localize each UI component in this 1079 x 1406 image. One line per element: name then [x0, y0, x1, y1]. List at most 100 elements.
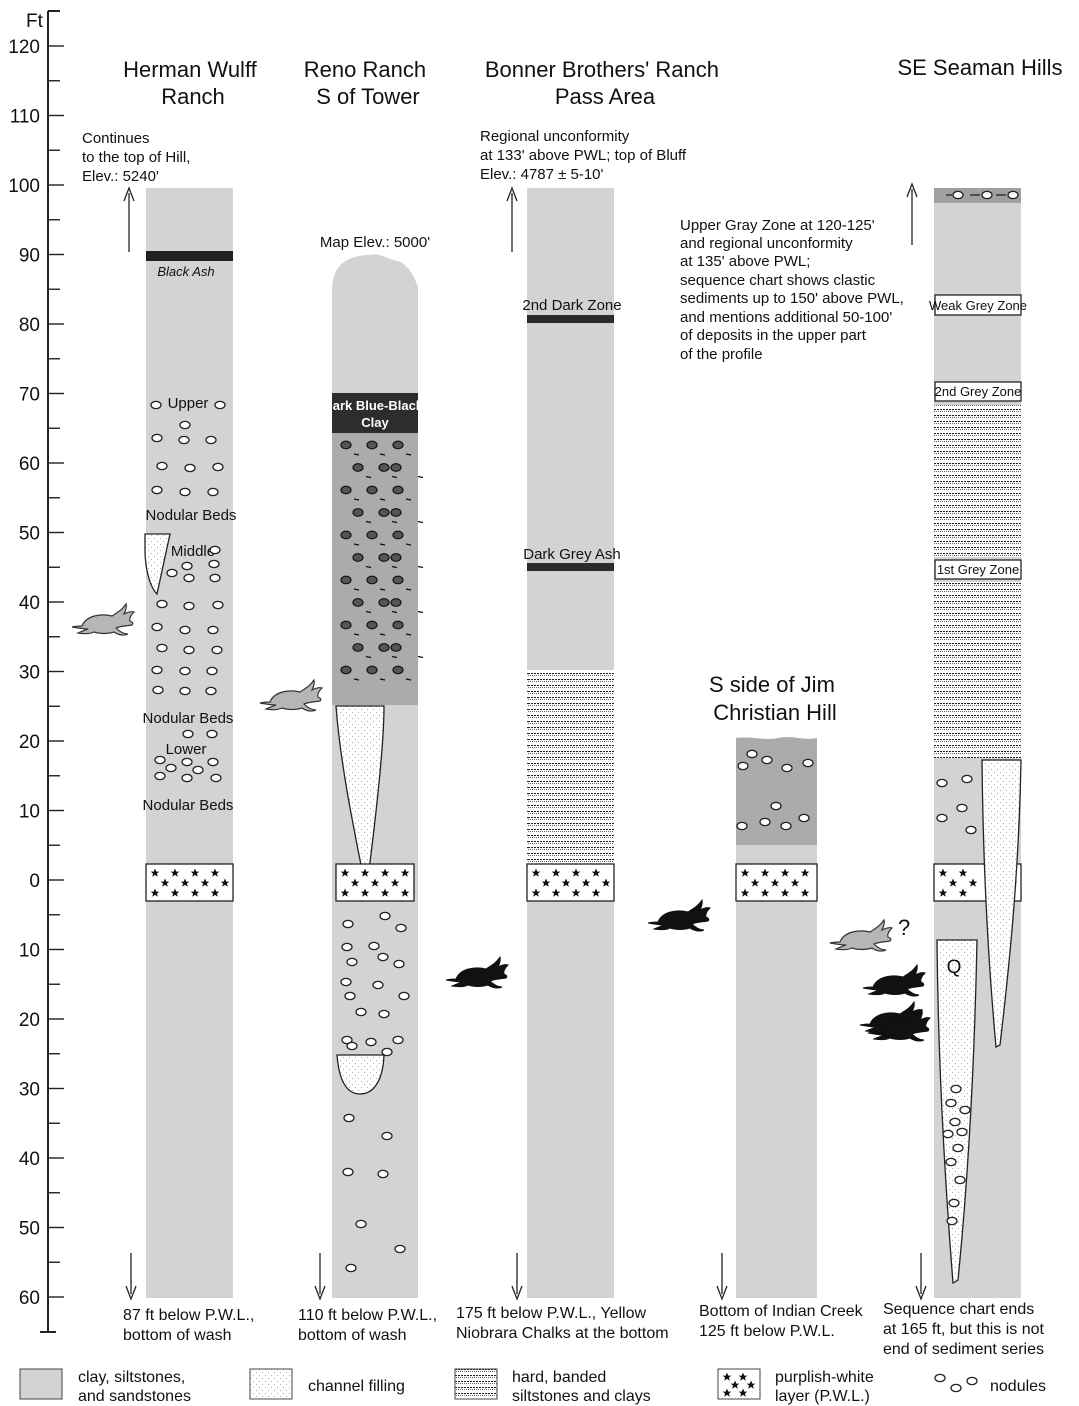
column-bonner-brothers: Bonner Brothers' Ranch Pass Area Regiona…	[456, 57, 725, 1342]
axis-tick-label: 0	[29, 871, 40, 892]
dash-mark	[379, 543, 386, 546]
nodular-beds-label: Nodular Beds	[146, 507, 237, 524]
dark-nodule	[366, 665, 378, 675]
dark-nodule	[392, 485, 404, 495]
nodular-beds-label: Nodular Beds	[143, 710, 234, 727]
dash-mark	[391, 520, 398, 524]
weak-grey-zone-label: Weak Grey Zone	[929, 298, 1027, 313]
dash-mark	[379, 678, 386, 681]
axis-tick-label: 110	[10, 107, 40, 128]
column-bottom-note: Bottom of Indian Creek 125 ft below P.W.…	[699, 1303, 867, 1340]
dash-mark	[417, 610, 424, 614]
dash-mark	[391, 565, 398, 569]
dash-mark	[365, 565, 372, 569]
channel-fill	[144, 533, 171, 596]
banded-siltstone-zone	[934, 582, 1021, 758]
dark-zone-label: 2nd Dark Zone	[522, 297, 621, 314]
dash-mark	[365, 520, 372, 524]
upper-label: Upper	[168, 395, 209, 412]
dark-nodule	[392, 575, 404, 585]
rabbit-icon	[647, 899, 711, 932]
q-label: Q	[947, 957, 962, 978]
dark-nodule	[378, 463, 390, 472]
column-herman-wulff: Herman Wulff Ranch Continues to the top …	[71, 57, 263, 1344]
banded-siltstone-zone	[527, 670, 614, 864]
axis-tick-label: 50	[19, 1219, 40, 1240]
up-arrow-icon	[506, 186, 518, 202]
legend-item-clay: clay, siltstones, and sandstones	[19, 1368, 191, 1405]
legend-item-pwl: purplish-white layer (P.W.L.)	[717, 1368, 874, 1405]
question-mark: ?	[898, 915, 910, 940]
up-arrow-icon	[906, 182, 918, 198]
column-reno-ranch: Reno Ranch S of Tower Map Elev.: 5000' D…	[259, 57, 509, 1344]
dark-clay-label: Dark Blue-Black Clay	[323, 398, 426, 430]
grey-ash-label: Dark Grey Ash	[523, 546, 621, 563]
darker-clay-zone	[736, 737, 817, 845]
axis-tick-label: 10	[19, 941, 40, 962]
dark-nodule	[366, 485, 378, 495]
down-arrow-icon	[716, 1285, 728, 1301]
dash-mark	[405, 498, 412, 501]
axis-tick-label: 40	[19, 593, 40, 614]
dash-mark	[405, 588, 412, 591]
axis-tick-label: 60	[19, 454, 40, 475]
dark-nodule	[340, 575, 352, 585]
dark-zone-band	[527, 315, 614, 323]
column-se-seaman-hills: SE Seaman Hills Upper Gray Zone at 120-1…	[680, 55, 1063, 1358]
column-note: Upper Gray Zone at 120-125' and regional…	[680, 217, 908, 363]
dark-nodule	[352, 598, 364, 607]
dark-nodule	[366, 620, 378, 630]
dark-nodule	[340, 665, 352, 675]
column-bottom-note: 175 ft below P.W.L., Yellow Niobrara Cha…	[456, 1305, 669, 1342]
dark-nodule	[378, 553, 390, 562]
dash-mark	[353, 453, 360, 456]
dash-mark	[353, 498, 360, 501]
axis-tick-label: 20	[19, 732, 40, 753]
dark-nodule	[352, 553, 364, 562]
down-arrow-icon	[915, 1285, 927, 1301]
dark-nodule	[366, 440, 378, 450]
column-title: S side of Jim Christian Hill	[709, 672, 841, 725]
column-title: Herman Wulff Ranch	[123, 57, 263, 109]
dash-mark	[365, 610, 372, 614]
dark-clay-nodular-zone	[332, 433, 418, 705]
banded-siltstone-zone	[934, 405, 1021, 557]
axis-tick-label: 90	[19, 246, 40, 267]
dark-nodule	[390, 643, 402, 652]
column-title: SE Seaman Hills	[897, 55, 1062, 80]
second-grey-zone-label: 2nd Grey Zone	[935, 384, 1022, 399]
rabbit-icon	[259, 679, 323, 712]
axis-tick-label: 100	[8, 176, 40, 197]
dark-nodule	[390, 598, 402, 607]
column-title: Reno Ranch S of Tower	[304, 57, 432, 109]
dark-nodules	[340, 440, 424, 681]
dark-nodule	[340, 530, 352, 540]
dark-nodule	[392, 440, 404, 450]
middle-label: Middle	[171, 543, 215, 560]
dark-nodule	[392, 530, 404, 540]
first-grey-zone-label: 1st Grey Zone	[937, 562, 1019, 577]
weak-grey-zone-box	[934, 294, 1022, 316]
lower-label: Lower	[166, 741, 207, 758]
column-jim-christian-hill: S side of Jim Christian Hill Bottom of I…	[699, 672, 867, 1340]
axis-tick-label: 120	[8, 37, 40, 58]
dark-nodule	[352, 643, 364, 652]
legend-item-channel: channel filling	[249, 1368, 405, 1400]
axis-tick-label: 30	[19, 1080, 40, 1101]
axis-tick-label: 70	[19, 385, 40, 406]
dash-mark	[405, 678, 412, 681]
dash-mark	[379, 453, 386, 456]
axis-tick-label: 80	[19, 315, 40, 336]
legend-swatch	[19, 1368, 63, 1400]
dash-mark	[417, 520, 424, 524]
column-bottom-note: 87 ft below P.W.L., bottom of wash	[123, 1307, 259, 1344]
column-bottom-note: Sequence chart ends at 165 ft, but this …	[883, 1301, 1048, 1358]
nodules	[946, 190, 1019, 200]
dark-nodule	[340, 485, 352, 495]
dash-mark	[417, 565, 424, 569]
column-title: Bonner Brothers' Ranch Pass Area	[485, 57, 725, 109]
dash-mark	[417, 655, 424, 659]
dark-clay-band	[332, 393, 418, 433]
dark-nodule	[392, 620, 404, 630]
